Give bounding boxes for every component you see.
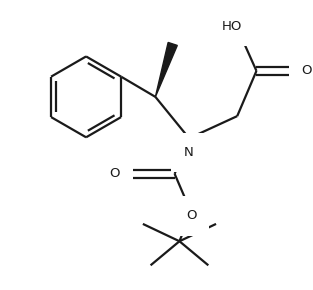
Text: O: O — [186, 209, 196, 222]
Text: O: O — [302, 64, 312, 77]
Text: O: O — [109, 167, 120, 180]
Text: N: N — [184, 146, 194, 159]
Text: HO: HO — [222, 20, 243, 33]
Polygon shape — [155, 42, 177, 97]
